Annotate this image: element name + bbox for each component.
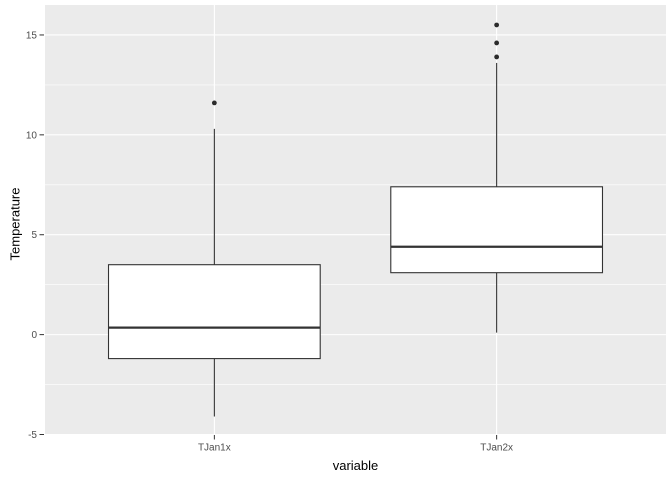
y-tick-label: 10 [26, 130, 38, 141]
boxplot-box [107, 264, 321, 360]
y-tick-label: 0 [31, 330, 37, 341]
y-tick-label: -5 [28, 430, 37, 441]
y-axis-title: Temperature [7, 187, 23, 261]
outlier-point [211, 100, 217, 106]
y-tick-label: 15 [26, 30, 38, 41]
x-tick-label: TJan1x [198, 443, 231, 454]
y-tick-label: 5 [31, 230, 37, 241]
outlier-point [494, 54, 500, 60]
boxplot-box [390, 186, 604, 274]
x-tick-label: TJan2x [480, 443, 513, 454]
outlier-point [494, 40, 500, 46]
outlier-point [494, 22, 500, 28]
x-axis-title: variable [332, 458, 379, 473]
